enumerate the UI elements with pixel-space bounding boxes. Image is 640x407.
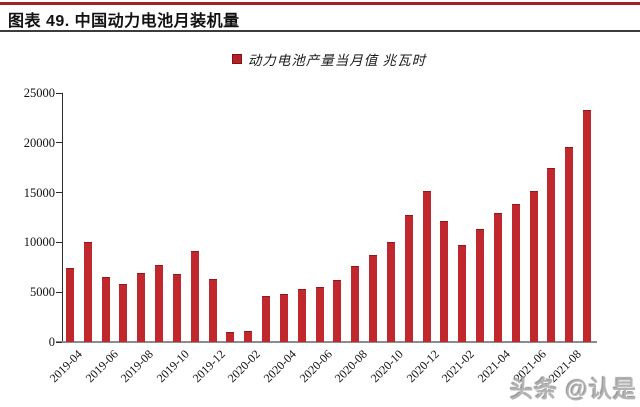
bar-2019-06 — [101, 277, 110, 342]
bar-2020-02 — [244, 331, 253, 342]
bar-2020-05 — [297, 289, 306, 342]
bar-2019-07 — [119, 284, 128, 342]
bar-2019-10 — [172, 274, 181, 342]
bar-2021-04 — [493, 213, 502, 342]
y-tick-mark — [56, 142, 62, 144]
bar-2019-08 — [137, 273, 146, 342]
y-tick-mark — [56, 291, 62, 293]
y-tick-label: 10000 — [23, 235, 55, 250]
bar-2021-08 — [565, 147, 574, 342]
y-tick-mark — [56, 92, 62, 94]
bar-2021-05 — [511, 204, 520, 342]
y-tick-mark — [56, 341, 62, 343]
x-tick-label: 2021-02 — [438, 347, 478, 386]
y-tick-mark — [56, 241, 62, 243]
bar-2019-04 — [66, 268, 74, 342]
y-tick-label: 25000 — [23, 86, 55, 100]
legend-marker-icon — [231, 54, 242, 64]
bar-2020-10 — [386, 242, 395, 342]
top-accent-rule — [0, 2, 640, 5]
y-tick-label: 15000 — [23, 185, 55, 200]
x-tick-label: 2020-08 — [331, 347, 371, 386]
bar-2020-08 — [351, 266, 360, 342]
x-tick-label: 2020-06 — [296, 347, 335, 386]
bar-2021-09 — [583, 110, 592, 342]
x-tick-label: 2019-08 — [118, 347, 157, 386]
bar-2020-12 — [422, 191, 431, 342]
watermark: 头条 @认是 — [510, 376, 637, 402]
bar-2019-11 — [190, 251, 199, 342]
bar-2020-11 — [404, 215, 413, 342]
x-tick-label: 2019-06 — [82, 347, 121, 386]
bar-2021-02 — [458, 245, 467, 342]
bar-2019-05 — [83, 242, 92, 342]
x-axis-line — [56, 341, 597, 343]
bar-2020-07 — [333, 280, 342, 342]
title-separator-rule — [0, 30, 640, 32]
bar-2020-09 — [369, 255, 378, 342]
x-tick-label: 2020-12 — [403, 347, 442, 386]
y-tick-label: 20000 — [23, 135, 55, 150]
bar-2021-06 — [529, 191, 538, 342]
bar-2020-01 — [226, 332, 235, 342]
plot-area — [62, 93, 596, 342]
x-tick-label: 2020-10 — [367, 347, 406, 386]
figure-title: 图表 49. 中国动力电池月装机量 — [8, 13, 240, 30]
bar-2021-07 — [547, 168, 556, 342]
x-tick-label: 2019-04 — [46, 347, 85, 386]
y-tick-label: 5000 — [30, 285, 55, 300]
y-axis-line — [62, 93, 63, 343]
bar-2020-06 — [315, 287, 324, 342]
legend-label: 动力电池产量当月值 兆瓦时 — [247, 53, 427, 68]
bar-2021-01 — [440, 221, 449, 342]
x-tick-label: 2019-12 — [189, 347, 228, 386]
bar-2020-04 — [279, 294, 288, 342]
y-tick-label: 0 — [48, 335, 55, 349]
bar-2019-09 — [155, 265, 164, 342]
bar-2020-03 — [262, 296, 271, 342]
x-tick-label: 2021-04 — [474, 347, 513, 386]
x-tick-label: 2020-02 — [225, 347, 264, 386]
x-tick-label: 2019-10 — [153, 347, 192, 386]
chart-legend: 动力电池产量当月值 兆瓦时 — [62, 51, 596, 68]
y-tick-mark — [56, 192, 62, 194]
x-tick-label: 2020-04 — [260, 347, 299, 386]
bar-2019-12 — [208, 279, 217, 342]
bar-2021-03 — [476, 229, 485, 342]
